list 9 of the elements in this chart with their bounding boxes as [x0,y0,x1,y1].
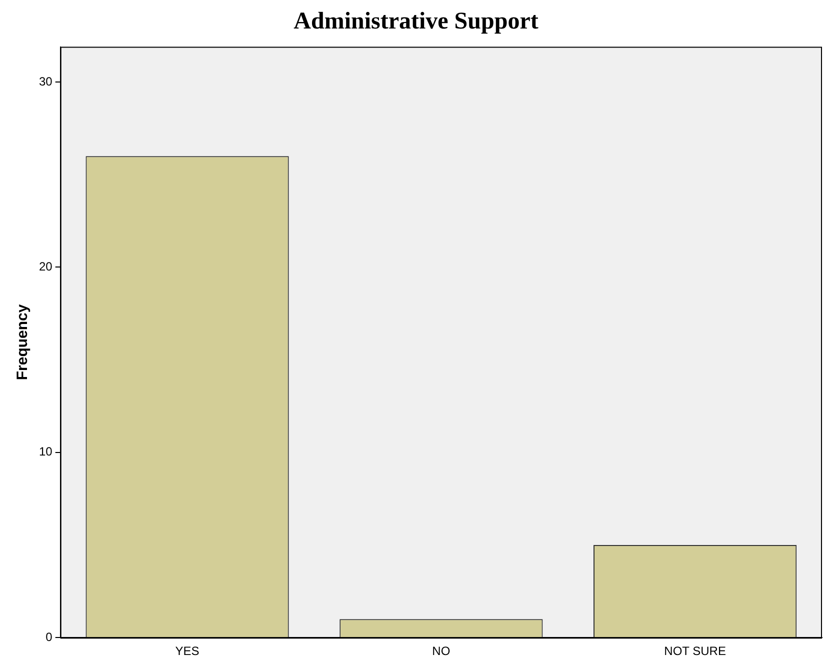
chart-title: Administrative Support [294,8,538,35]
y-axis-title: Frequency [14,304,32,380]
y-tick-label: 10 [38,444,53,459]
x-tick-label: YES [175,644,200,658]
x-tick-label: NO [432,644,450,658]
x-tick-label: NOT SURE [664,644,726,658]
y-tick-label: 30 [38,74,53,88]
y-tick-label: 0 [46,630,53,644]
y-tick-label: 20 [38,260,53,274]
